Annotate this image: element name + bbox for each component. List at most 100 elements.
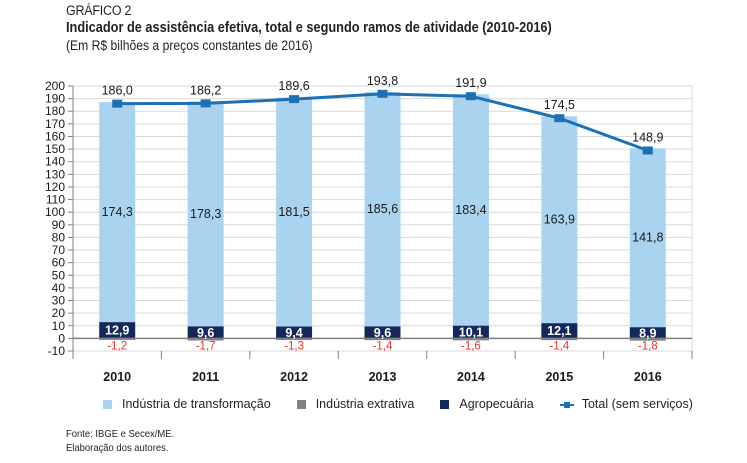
- extrativa-value-label: -1,7: [196, 340, 216, 352]
- total-value-label: 191,9: [455, 76, 486, 90]
- extrativa-value-label: -1,4: [549, 340, 569, 352]
- y-tick-label: 90: [52, 218, 66, 232]
- bar-extrativa: [187, 338, 224, 341]
- total-value-label: 186,0: [102, 84, 133, 98]
- bar-agropecuaria: [99, 322, 136, 339]
- source-note: Fonte: IBGE e Secex/ME. Elaboração dos a…: [66, 427, 174, 455]
- bar-transformacao: [541, 116, 578, 324]
- x-tick-label: 2010: [103, 370, 131, 384]
- y-tick-label: 150: [45, 142, 65, 156]
- extrativa-value-label: -1,4: [373, 340, 393, 352]
- extrativa-value-label: -1,6: [461, 340, 481, 352]
- y-tick-label: 60: [52, 256, 66, 270]
- total-line-marker: [642, 146, 653, 155]
- bars: [99, 92, 666, 341]
- total-line: [112, 89, 653, 155]
- total-value-label: 174,5: [544, 98, 575, 112]
- y-tick-label: 140: [45, 155, 65, 169]
- bar-agropecuaria: [364, 326, 401, 339]
- transformacao-value-label: 183,4: [455, 203, 486, 217]
- agropecuaria-value-label: 12,1: [547, 324, 571, 338]
- bar-transformacao: [187, 101, 224, 327]
- legend-item-extrativa: Indústria extrativa: [296, 397, 415, 411]
- y-tick-label: -10: [48, 344, 66, 358]
- source-line: Fonte: IBGE e Secex/ME.: [66, 428, 175, 440]
- y-tick-label: 0: [58, 331, 65, 345]
- total-line-marker: [465, 92, 476, 101]
- agropecuaria-value-label: 9,6: [374, 326, 391, 340]
- y-axis: 2001901801701601501401301201101009080706…: [45, 79, 74, 358]
- legend: Indústria de transformação Indústria ext…: [103, 397, 719, 411]
- chart-subtitle: (Em R$ bilhões a preços constantes de 20…: [66, 38, 313, 53]
- y-tick-label: 180: [45, 104, 65, 118]
- y-tick-label: 10: [52, 319, 66, 333]
- y-tick-label: 120: [45, 180, 65, 194]
- legend-swatch-agropecuaria: [440, 399, 450, 409]
- total-value-label: 189,6: [278, 79, 309, 93]
- y-tick-label: 110: [46, 193, 65, 207]
- total-line-marker: [377, 89, 388, 98]
- legend-item-total: Total (sem serviços): [559, 397, 693, 411]
- x-tick-label: 2015: [545, 370, 573, 384]
- transformacao-value-label: 178,3: [190, 207, 221, 221]
- data-labels: 186,0174,312,9-1,2186,2178,39,6-1,7189,6…: [102, 74, 664, 353]
- total-value-label: 186,2: [190, 83, 221, 97]
- y-tick-label: 160: [45, 129, 65, 143]
- bar-extrativa: [629, 338, 666, 341]
- y-tick-label: 100: [45, 205, 65, 219]
- total-value-label: 193,8: [367, 74, 398, 88]
- bar-extrativa: [452, 338, 489, 341]
- y-tick-label: 170: [45, 117, 65, 131]
- agropecuaria-value-label: 10,1: [459, 326, 483, 340]
- chart-label: GRÁFICO 2: [66, 3, 132, 18]
- agropecuaria-value-label: 9,4: [285, 326, 302, 340]
- total-value-label: 148,9: [632, 130, 663, 144]
- bar-transformacao: [364, 92, 401, 327]
- legend-item-transformacao: Indústria de transformação: [103, 397, 271, 411]
- total-line-marker: [200, 99, 211, 108]
- x-tick-label: 2011: [192, 370, 219, 384]
- bar-transformacao: [629, 148, 666, 328]
- legend-label: Agropecuária: [459, 397, 534, 411]
- y-tick-label: 20: [52, 306, 66, 320]
- x-axis: 2010 2011 2012 2013 2014 2015 2016: [72, 337, 693, 384]
- extrativa-value-label: -1,3: [284, 340, 304, 352]
- x-tick-label: 2016: [634, 370, 662, 384]
- transformacao-value-label: 174,3: [102, 205, 133, 219]
- bar-agropecuaria: [541, 323, 578, 339]
- transformacao-value-label: 141,8: [632, 231, 663, 245]
- bar-agropecuaria: [276, 326, 313, 339]
- y-tick-label: 80: [52, 230, 66, 244]
- bar-extrativa: [99, 338, 136, 340]
- legend-item-agropecuaria: Agropecuária: [440, 397, 534, 411]
- total-line-marker: [112, 99, 123, 108]
- bar-extrativa: [541, 338, 578, 341]
- bar-transformacao: [452, 94, 489, 326]
- x-tick-label: 2013: [369, 370, 397, 384]
- legend-label: Indústria extrativa: [315, 397, 415, 411]
- extrativa-value-label: -1,8: [638, 340, 658, 352]
- legend-swatch-transformacao: [103, 399, 112, 409]
- x-tick-label: 2012: [280, 370, 308, 384]
- bar-extrativa: [276, 338, 313, 341]
- agropecuaria-value-label: 8,9: [639, 326, 656, 340]
- agropecuaria-value-label: 9,6: [197, 326, 214, 340]
- y-tick-label: 30: [52, 294, 66, 308]
- transformacao-value-label: 163,9: [544, 213, 575, 227]
- bar-transformacao: [276, 97, 313, 327]
- legend-label: Indústria de transformação: [122, 397, 271, 411]
- y-tick-label: 50: [52, 268, 66, 282]
- credits-line: Elaboração dos autores.: [66, 442, 169, 454]
- total-line-marker: [554, 114, 565, 123]
- legend-swatch-extrativa: [296, 399, 306, 409]
- bar-extrativa: [364, 338, 401, 341]
- transformacao-value-label: 185,6: [367, 202, 398, 216]
- bar-transformacao: [99, 102, 136, 323]
- bar-agropecuaria: [187, 326, 224, 339]
- y-tick-label: 190: [45, 92, 65, 106]
- chart-title: Indicador de assistência efetiva, total …: [66, 20, 552, 36]
- extrativa-value-label: -1,2: [107, 340, 127, 352]
- x-tick-label: 2014: [457, 370, 485, 384]
- total-line-marker: [289, 95, 300, 104]
